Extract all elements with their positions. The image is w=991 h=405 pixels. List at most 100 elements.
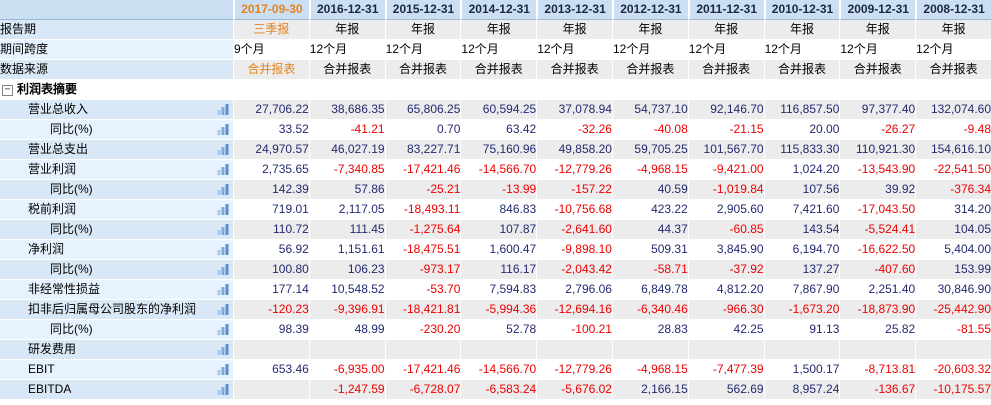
value-cell: 49,858.20 xyxy=(536,140,612,160)
value-cell xyxy=(611,340,688,360)
value-cell: 25.82 xyxy=(839,320,916,340)
value-cell: 42.25 xyxy=(687,320,764,340)
bar-chart-icon[interactable] xyxy=(217,164,230,175)
value-cell: 8,957.24 xyxy=(763,380,840,400)
value-cell: 115,833.30 xyxy=(763,140,840,160)
row-label: 期间跨度 xyxy=(0,40,233,60)
row-label: 同比(%) xyxy=(50,222,93,236)
value-cell: 4,812.20 xyxy=(687,280,764,300)
bar-chart-icon[interactable] xyxy=(217,364,230,375)
value-cell: 137.27 xyxy=(763,260,840,280)
value-cell: 116,857.50 xyxy=(763,100,840,120)
row-label-cell: 同比(%) xyxy=(0,120,233,140)
value-cell: -407.60 xyxy=(839,260,916,280)
row-label: 税前利润 xyxy=(28,202,77,216)
value-cell xyxy=(233,340,309,360)
bar-chart-icon[interactable] xyxy=(217,264,230,275)
meta-cell: 12个月 xyxy=(763,40,840,60)
meta-cell: 年报 xyxy=(460,20,537,40)
bar-chart-icon[interactable] xyxy=(217,304,230,315)
value-cell: 28.83 xyxy=(611,320,688,340)
column-header: 2017-09-30 xyxy=(233,0,309,20)
bar-chart-icon[interactable] xyxy=(217,204,230,215)
value-cell: -5,994.36 xyxy=(460,300,537,320)
value-cell: 100.80 xyxy=(233,260,309,280)
row-label-cell: 净利润 xyxy=(0,240,233,260)
bar-chart-icon[interactable] xyxy=(217,104,230,115)
value-cell: -6,728.07 xyxy=(384,380,461,400)
value-cell: -14,566.70 xyxy=(460,160,537,180)
table-row: 同比(%) 100.80 106.23 -973.17 116.17 -2,043.42-… xyxy=(0,260,991,280)
value-cell: 104.05 xyxy=(915,220,991,240)
value-cell: 83,227.71 xyxy=(384,140,461,160)
meta-cell: 9个月 xyxy=(233,40,309,60)
meta-cell: 年报 xyxy=(687,20,764,40)
value-cell: -18,475.51 xyxy=(384,240,461,260)
row-label: 同比(%) xyxy=(50,122,93,136)
value-cell: 33.52 xyxy=(233,120,309,140)
value-cell: 106.23 xyxy=(308,260,385,280)
value-cell: 0.70 xyxy=(384,120,461,140)
bar-chart-icon[interactable] xyxy=(217,284,230,295)
value-cell: -12,779.26 xyxy=(536,360,612,380)
value-cell: -37.92 xyxy=(687,260,764,280)
section-cell xyxy=(915,80,991,100)
value-cell xyxy=(233,380,309,400)
value-cell: 59,705.25 xyxy=(611,140,688,160)
value-cell: -5,676.02 xyxy=(536,380,612,400)
row-label-cell: 非经常性损益 xyxy=(0,280,233,300)
collapse-icon[interactable]: − xyxy=(2,85,13,96)
row-label-cell: 同比(%) xyxy=(0,320,233,340)
value-cell: -136.67 xyxy=(839,380,916,400)
value-cell: 1,500.17 xyxy=(763,360,840,380)
value-cell: -17,421.46 xyxy=(384,160,461,180)
value-cell: 132,074.60 xyxy=(915,100,991,120)
bar-chart-icon[interactable] xyxy=(217,324,230,335)
bar-chart-icon[interactable] xyxy=(217,124,230,135)
value-cell: -14,566.70 xyxy=(460,360,537,380)
meta-cell: 12个月 xyxy=(611,40,688,60)
value-cell: 37,078.94 xyxy=(536,100,612,120)
value-cell: -21.15 xyxy=(687,120,764,140)
bar-chart-icon[interactable] xyxy=(217,184,230,195)
bar-chart-icon[interactable] xyxy=(217,384,230,395)
table-row: 同比(%) 142.39 57.86 -25.21 -13.99 -157.22 40.59… xyxy=(0,180,991,200)
bar-chart-icon[interactable] xyxy=(217,144,230,155)
value-cell: 846.83 xyxy=(460,200,537,220)
table-row: 报告期 三季报 年报 年报 年报 年报 年报 年报 年报 年报 年报 xyxy=(0,20,991,40)
table-row: 营业利润 2,735.65 -7,340.85 -17,421.46 -14,566.7… xyxy=(0,160,991,180)
row-label: 同比(%) xyxy=(50,262,93,276)
row-label-cell: 营业总支出 xyxy=(0,140,233,160)
value-cell: -9,898.10 xyxy=(536,240,612,260)
value-cell: -41.21 xyxy=(308,120,385,140)
value-cell xyxy=(839,340,916,360)
value-cell: -5,524.41 xyxy=(839,220,916,240)
value-cell: -6,340.46 xyxy=(611,300,688,320)
value-cell: 177.14 xyxy=(233,280,309,300)
value-cell: -10,756.68 xyxy=(536,200,612,220)
value-cell: -9,396.91 xyxy=(308,300,385,320)
column-header: 2011-12-31 xyxy=(687,0,764,20)
row-label: 营业总收入 xyxy=(28,102,89,116)
value-cell: 56.92 xyxy=(233,240,309,260)
bar-chart-icon[interactable] xyxy=(217,244,230,255)
table-row: 营业总收入 27,706.22 38,686.35 65,806.25 60,594.2… xyxy=(0,100,991,120)
column-header: 2014-12-31 xyxy=(460,0,537,20)
value-cell: -60.85 xyxy=(687,220,764,240)
meta-cell: 合并报表 xyxy=(308,60,385,80)
meta-cell: 合并报表 xyxy=(763,60,840,80)
table-row: EBITDA -1,247.59 -6,728.07 -6,583.24 -5,676.… xyxy=(0,380,991,400)
value-cell: 91.13 xyxy=(763,320,840,340)
value-cell: 110,921.30 xyxy=(839,140,916,160)
value-cell: 110.72 xyxy=(233,220,309,240)
bar-chart-icon[interactable] xyxy=(217,224,230,235)
meta-cell: 合并报表 xyxy=(915,60,991,80)
meta-cell: 年报 xyxy=(536,20,612,40)
value-cell: -157.22 xyxy=(536,180,612,200)
value-cell: 314.20 xyxy=(915,200,991,220)
section-cell xyxy=(839,80,916,100)
column-header: 2012-12-31 xyxy=(611,0,688,20)
bar-chart-icon[interactable] xyxy=(217,344,230,355)
section-cell xyxy=(384,80,461,100)
